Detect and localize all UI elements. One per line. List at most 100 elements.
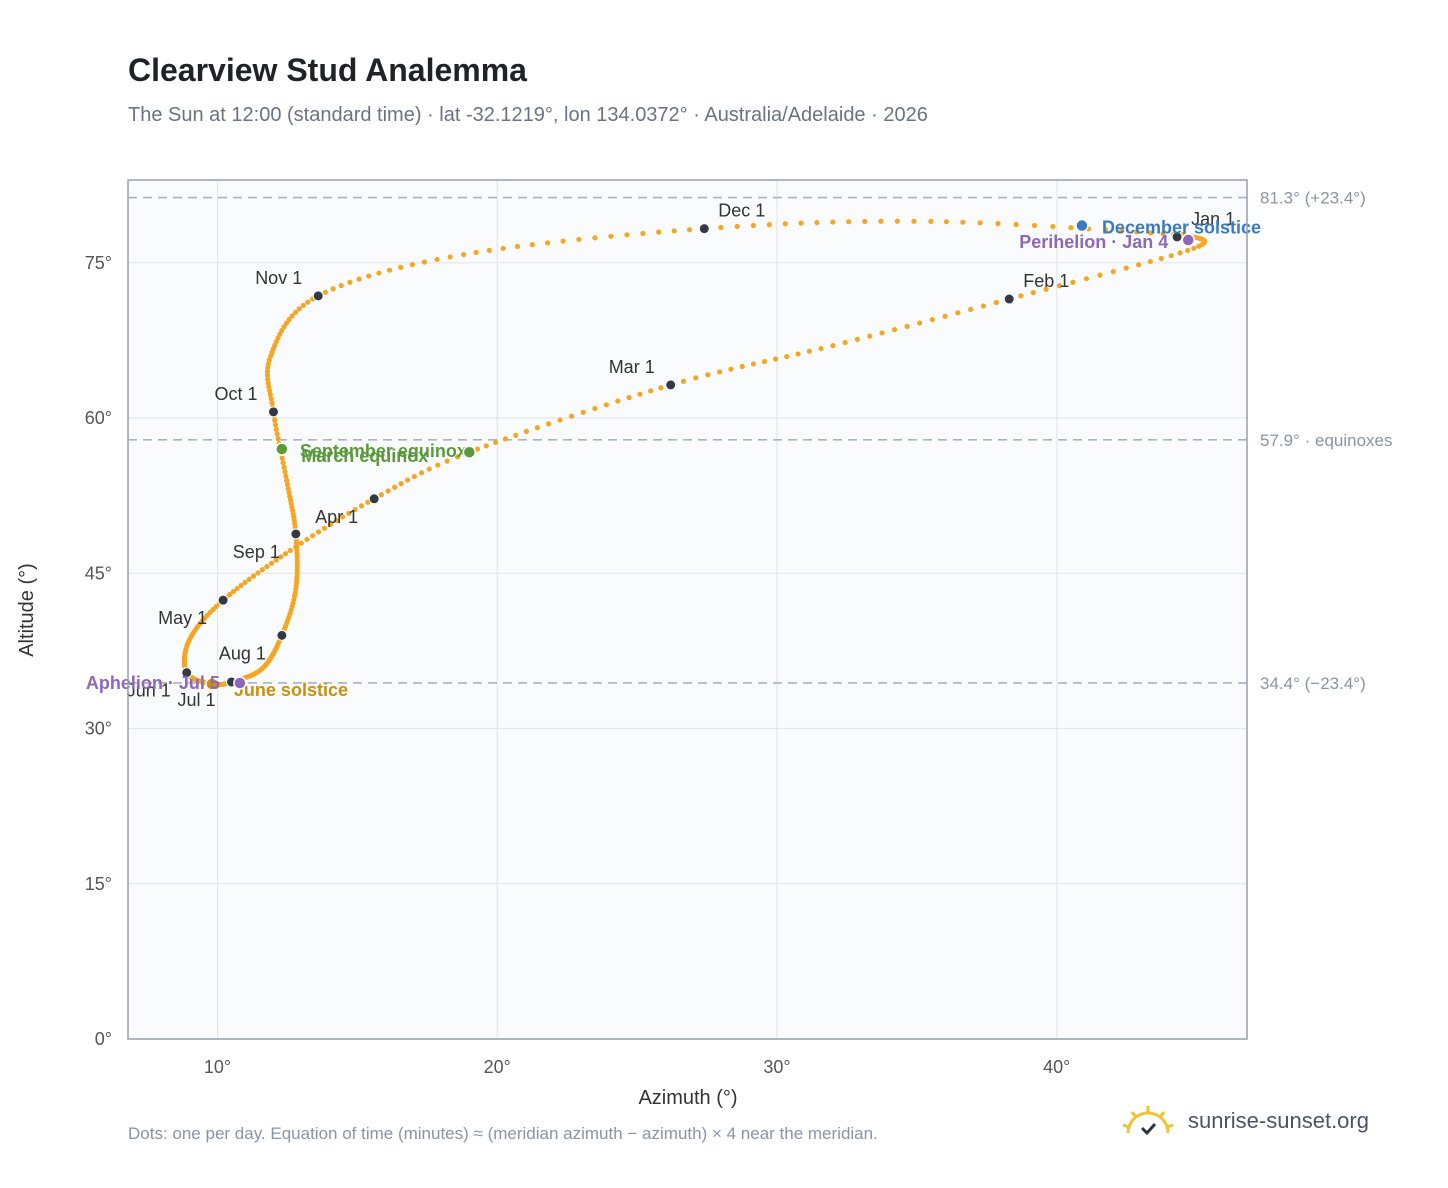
daily-dot [365, 499, 371, 505]
daily-dot [615, 398, 621, 404]
daily-dot [281, 324, 287, 330]
event-marker [233, 676, 247, 690]
daily-dot [1031, 222, 1038, 229]
daily-dot [1196, 243, 1202, 249]
daily-dot [782, 221, 788, 227]
daily-dot [750, 222, 756, 229]
event-label: Aphelion · Jul 5 [86, 673, 220, 693]
x-tick-label: 20° [484, 1057, 511, 1077]
daily-dot [265, 376, 271, 382]
daily-dot [283, 320, 290, 326]
daily-dot [378, 492, 384, 498]
daily-dot [268, 560, 275, 566]
daily-dot [879, 330, 885, 336]
daily-dot [648, 388, 654, 394]
daily-dot [461, 251, 467, 258]
daily-dot [1083, 276, 1090, 282]
daily-dot [273, 426, 279, 432]
x-tick-label: 30° [763, 1057, 790, 1077]
grid-layer [128, 180, 1247, 1039]
daily-dot [279, 455, 285, 461]
daily-dot [1050, 223, 1056, 230]
daily-dot [281, 464, 287, 470]
daily-dot [265, 361, 271, 367]
month-label: Aug 1 [219, 643, 266, 663]
month-marker [276, 629, 288, 641]
daily-dot [286, 316, 292, 323]
daily-dot [830, 219, 836, 225]
daily-dot [624, 232, 630, 238]
daily-dot [327, 521, 334, 528]
month-label: Jan 1 [1191, 209, 1235, 229]
month-label: Dec 1 [718, 201, 765, 221]
daily-dot [818, 345, 824, 352]
daily-dot [766, 222, 772, 228]
daily-dot [265, 380, 271, 386]
daily-dot [716, 369, 723, 375]
daily-dot [1148, 230, 1154, 236]
month-marker [698, 223, 710, 235]
daily-dot [637, 391, 643, 397]
daily-dot [580, 409, 586, 415]
event-marker [1075, 218, 1089, 233]
daily-dot [1068, 225, 1074, 231]
daily-dot [234, 585, 240, 592]
daily-dot [447, 254, 453, 260]
daily-dot [529, 242, 535, 248]
daily-dot [304, 536, 310, 543]
daily-dot [289, 313, 295, 319]
daily-dot [592, 235, 598, 241]
daily-dot [1177, 250, 1183, 256]
daily-dot [1030, 290, 1036, 296]
daily-dot [734, 223, 740, 230]
daily-dot [283, 473, 289, 479]
daily-dot [266, 384, 272, 390]
y-axis-label: Altitude (°) [16, 563, 38, 657]
daily-dot [894, 218, 900, 224]
daily-dot [534, 425, 540, 431]
daily-dot [300, 302, 306, 309]
x-axis-label: Azimuth (°) [638, 1087, 737, 1109]
daily-dot [292, 309, 299, 315]
daily-dot [830, 342, 836, 349]
daily-dot [284, 481, 291, 487]
daily-dot [1147, 258, 1153, 265]
daily-dot [286, 489, 292, 496]
daily-dot [1119, 228, 1125, 234]
daily-dot [772, 356, 779, 362]
x-tick-label: 40° [1043, 1057, 1070, 1077]
reference-line-label: 57.9° · equinoxes [1260, 431, 1393, 450]
daily-dot [483, 443, 489, 449]
daily-dot [1135, 262, 1142, 268]
daily-dot [398, 264, 404, 270]
daily-dot [977, 220, 983, 226]
daily-dot [284, 477, 290, 483]
daily-dot [502, 436, 509, 442]
daily-dot [680, 378, 687, 384]
month-marker [217, 594, 229, 606]
daily-dot [386, 267, 393, 273]
daily-dot [523, 428, 529, 435]
event-marker [1181, 233, 1196, 247]
daily-dot [1056, 283, 1062, 289]
daily-dot [761, 358, 768, 365]
month-marker [1003, 293, 1015, 305]
event-marker [205, 677, 219, 691]
month-marker [368, 493, 380, 505]
daily-dot [514, 243, 521, 250]
daily-dot [546, 421, 552, 427]
month-label: Oct 1 [214, 384, 257, 404]
daily-dot [750, 361, 757, 367]
month-label: Feb 1 [1023, 271, 1069, 291]
daily-dot [280, 460, 286, 466]
daily-dot [603, 402, 609, 408]
month-label: May 1 [158, 608, 207, 628]
daily-dot [576, 236, 582, 243]
daily-dot [1110, 268, 1116, 275]
daily-dot [426, 466, 432, 472]
brand[interactable]: sunrise-sunset.org [1120, 1103, 1369, 1139]
daily-dot [1158, 255, 1164, 262]
daily-dot [282, 551, 289, 557]
daily-dot [693, 375, 699, 381]
